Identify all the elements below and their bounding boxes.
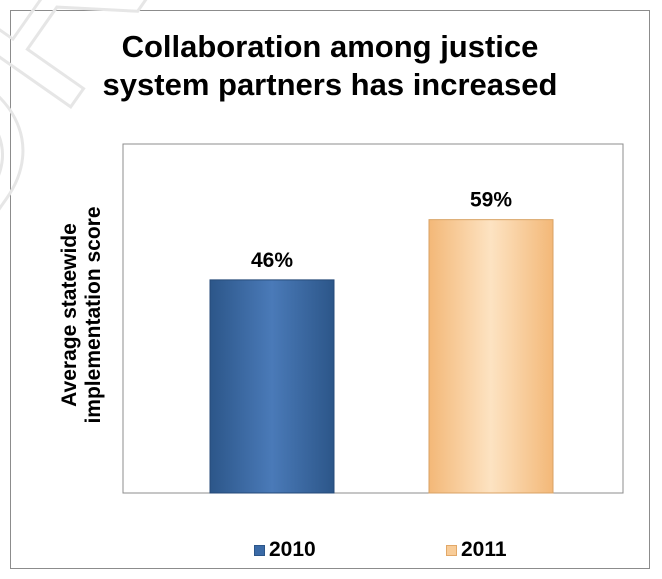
- bar-2011: [428, 219, 554, 494]
- legend-swatch-2010: [254, 544, 265, 556]
- chart-title: Collaboration among justice system partn…: [10, 28, 650, 104]
- legend-item-2011: 2011: [446, 538, 507, 562]
- legend: 2010 2011: [0, 538, 662, 564]
- legend-item-2010: 2010: [254, 538, 316, 562]
- chart-title-line-1: Collaboration among justice: [121, 29, 539, 64]
- bar-2010: [209, 279, 335, 494]
- legend-label-2010: 2010: [269, 538, 316, 561]
- data-label-2011: 59%: [470, 189, 512, 212]
- chart-title-line-2: system partners has increased: [102, 67, 558, 102]
- data-label-2010: 46%: [251, 249, 293, 272]
- legend-swatch-2011: [446, 544, 457, 556]
- legend-label-2011: 2011: [461, 538, 507, 561]
